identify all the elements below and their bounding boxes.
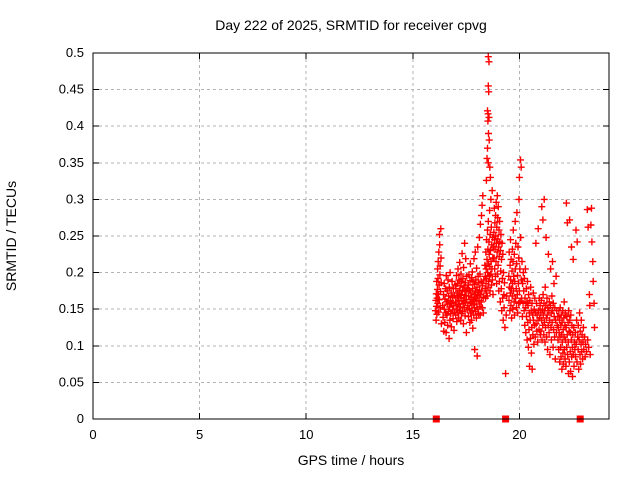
y-tick-label: 0.35 — [59, 155, 84, 170]
scatter-points-srmtid — [431, 53, 598, 380]
grid-lines — [93, 53, 609, 419]
y-tick-label: 0 — [77, 411, 84, 426]
y-tick-label: 0.05 — [59, 374, 84, 389]
x-tick-label: 20 — [512, 427, 526, 442]
x-axis-label: GPS time / hours — [297, 452, 405, 468]
y-tick-label: 0.3 — [66, 191, 84, 206]
x-tick-label: 15 — [406, 427, 420, 442]
tick-marks — [92, 52, 609, 420]
x-tick-label: 5 — [196, 427, 203, 442]
y-tick-label: 0.15 — [59, 301, 84, 316]
y-tick-label: 0.1 — [66, 338, 84, 353]
x-tick-label: 0 — [89, 427, 96, 442]
tick-labels: 0 5 10 15 20 0 0.05 0.1 0.15 0.2 0.25 0.3 0.35 0.4 0.4… — [59, 45, 527, 442]
y-tick-label: 0.2 — [66, 265, 84, 280]
y-tick-label: 0.45 — [59, 82, 84, 97]
chart-title: Day 222 of 2025, SRMTID for receiver cpv… — [215, 17, 487, 33]
x-tick-label: 10 — [299, 427, 313, 442]
y-tick-label: 0.25 — [59, 228, 84, 243]
y-tick-label: 0.4 — [66, 118, 84, 133]
y-tick-label: 0.5 — [66, 45, 84, 60]
